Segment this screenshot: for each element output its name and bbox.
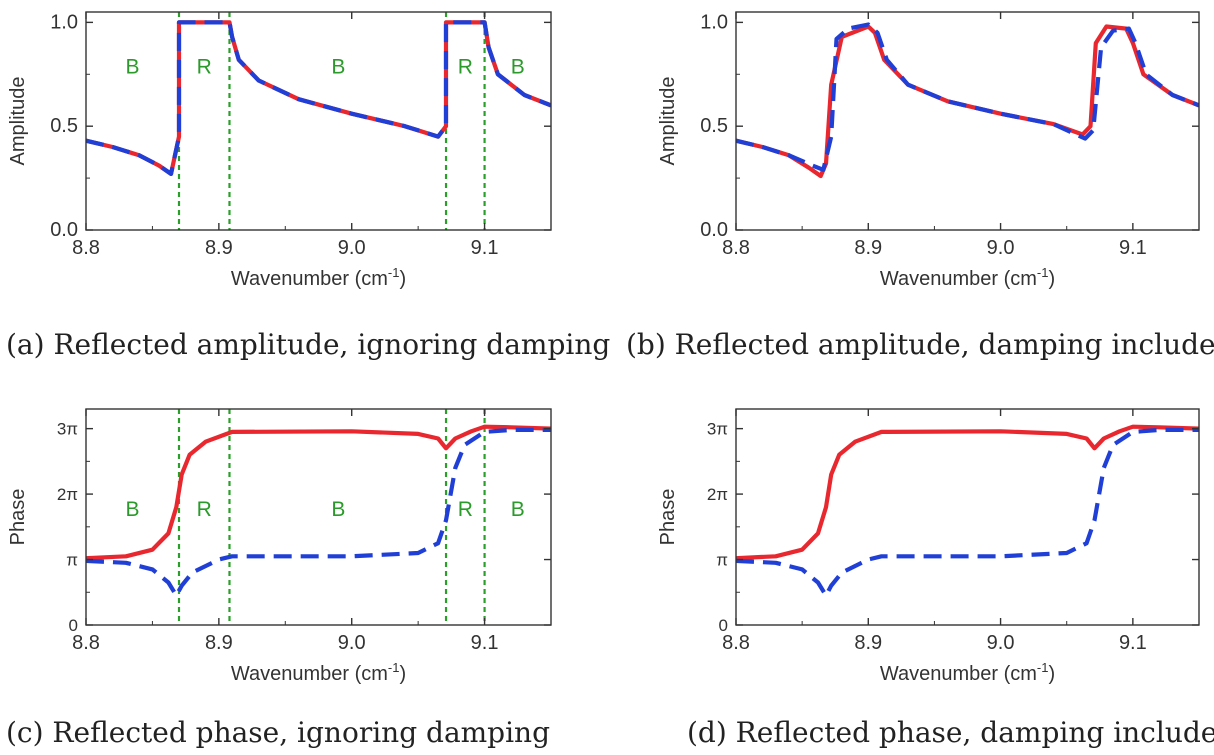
region-label-c-0: B	[125, 498, 139, 521]
x-axis-label-tail-d: )	[1048, 663, 1055, 685]
x-axis-label-main-d: Wavenumber (cm	[880, 663, 1037, 685]
series-line-a-solid	[86, 20, 551, 176]
plot-frame-a	[85, 11, 552, 231]
y-axis-label-c: Phase	[7, 489, 29, 546]
x-tick-label-a-0: 8.8	[72, 237, 100, 259]
x-axis-label-main-c: Wavenumber (cm	[231, 663, 388, 685]
plot-frame-c	[85, 408, 552, 626]
x-axis-label-tail-b: )	[1048, 268, 1055, 290]
x-axis-label-main-a: Wavenumber (cm	[231, 268, 388, 290]
caption-a: (a) Reflected amplitude, ignoring dampin…	[6, 328, 610, 361]
y-tick-label-c-2: 2π	[57, 485, 78, 504]
figure-panels: B R B R B 8.8 8.9 9.0 9.1 0.0 0.5 1.0 Wavenumber (cm…	[7, 11, 1200, 685]
x-tick-label-d-2: 9.0	[987, 632, 1015, 654]
series-group-c	[86, 424, 551, 598]
y-tick-label-c-0: 0	[69, 616, 78, 635]
y-tick-label-a-2: 1.0	[50, 11, 78, 33]
panel-a: B R B R B 8.8 8.9 9.0 9.1 0.0 0.5 1.0 Wavenumber (cm…	[7, 11, 552, 290]
y-tick-label-c-1: π	[66, 551, 78, 570]
x-axis-label-c: Wavenumber (cm-1)	[231, 660, 406, 685]
y-tick-label-b-2: 1.0	[700, 11, 728, 33]
y-axis-label-d: Phase	[657, 489, 679, 546]
y-tick-label-a-1: 0.5	[50, 115, 78, 137]
y-tick-label-b-0: 0.0	[700, 219, 728, 241]
y-tick-label-d-3: 3π	[707, 420, 728, 439]
x-axis-label-sup-c: -1	[388, 660, 400, 675]
series-line-c-dashed	[86, 427, 551, 598]
region-label-c-4: B	[511, 498, 525, 521]
x-tick-label-b-3: 9.1	[1119, 237, 1147, 259]
region-label-a-3: R	[458, 56, 473, 79]
region-label-c-1: R	[197, 498, 212, 521]
panel-c: B R B R B 8.8 8.9 9.0 9.1 0 π 2π 3π Wavenumber (cm-1)…	[7, 408, 552, 685]
series-line-a-dashed	[86, 20, 551, 176]
region-label-a-0: B	[125, 56, 139, 79]
plot-frame-d	[735, 408, 1200, 626]
region-label-a-4: B	[511, 56, 525, 79]
x-tick-label-c-1: 8.9	[205, 632, 233, 654]
y-tick-label-d-2: 2π	[707, 485, 728, 504]
x-tick-label-a-2: 9.0	[338, 237, 366, 259]
x-tick-label-c-0: 8.8	[72, 632, 100, 654]
panel-b: 8.8 8.9 9.0 9.1 0.0 0.5 1.0 Wavenumber (cm-1) Am…	[657, 11, 1200, 290]
caption-b: (b) Reflected amplitude, damping include…	[626, 328, 1214, 361]
series-line-c-solid	[86, 424, 551, 561]
x-tick-label-c-3: 9.1	[471, 632, 499, 654]
x-tick-label-d-0: 8.8	[722, 632, 750, 654]
series-line-d-solid	[736, 424, 1199, 561]
x-axis-label-a: Wavenumber (cm-1)	[231, 265, 406, 290]
y-tick-label-c-3: 3π	[57, 420, 78, 439]
x-axis-label-main-b: Wavenumber (cm	[880, 268, 1037, 290]
plot-frame-b	[735, 11, 1200, 231]
x-axis-label-sup-d: -1	[1037, 660, 1049, 675]
y-axis-label-b: Amplitude	[657, 77, 679, 166]
x-tick-label-b-2: 9.0	[987, 237, 1015, 259]
series-line-b-solid	[736, 24, 1199, 179]
caption-c: (c) Reflected phase, ignoring damping	[6, 716, 550, 749]
y-tick-label-a-0: 0.0	[50, 219, 78, 241]
series-line-b-dashed	[736, 22, 1199, 172]
x-tick-label-a-1: 8.9	[205, 237, 233, 259]
x-tick-label-b-0: 8.8	[722, 237, 750, 259]
x-tick-label-c-2: 9.0	[338, 632, 366, 654]
y-axis-label-a: Amplitude	[7, 77, 29, 166]
x-axis-label-d: Wavenumber (cm-1)	[880, 660, 1055, 685]
series-line-d-dashed	[736, 427, 1199, 598]
y-tick-label-b-1: 0.5	[700, 115, 728, 137]
series-group-b	[736, 22, 1199, 179]
x-axis-label-tail-a: )	[399, 268, 406, 290]
y-tick-label-d-1: π	[716, 551, 728, 570]
region-label-a-1: R	[197, 56, 212, 79]
x-axis-label-sup-a: -1	[388, 265, 400, 280]
y-tick-label-d-0: 0	[719, 616, 728, 635]
x-tick-label-d-1: 8.9	[854, 632, 882, 654]
caption-d: (d) Reflected phase, damping included	[687, 716, 1214, 749]
region-label-c-2: B	[331, 498, 345, 521]
series-group-d	[736, 424, 1199, 598]
x-tick-label-a-3: 9.1	[471, 237, 499, 259]
series-group-a	[86, 20, 551, 176]
region-label-c-3: R	[458, 498, 473, 521]
x-axis-label-sup-b: -1	[1037, 265, 1049, 280]
region-label-a-2: B	[331, 56, 345, 79]
x-tick-label-b-1: 8.9	[854, 237, 882, 259]
x-axis-label-b: Wavenumber (cm-1)	[880, 265, 1055, 290]
panel-d: 8.8 8.9 9.0 9.1 0 π 2π 3π Wavenumber (cm-1) Phase	[657, 408, 1200, 685]
x-axis-label-tail-c: )	[399, 663, 406, 685]
x-tick-label-d-3: 9.1	[1119, 632, 1147, 654]
